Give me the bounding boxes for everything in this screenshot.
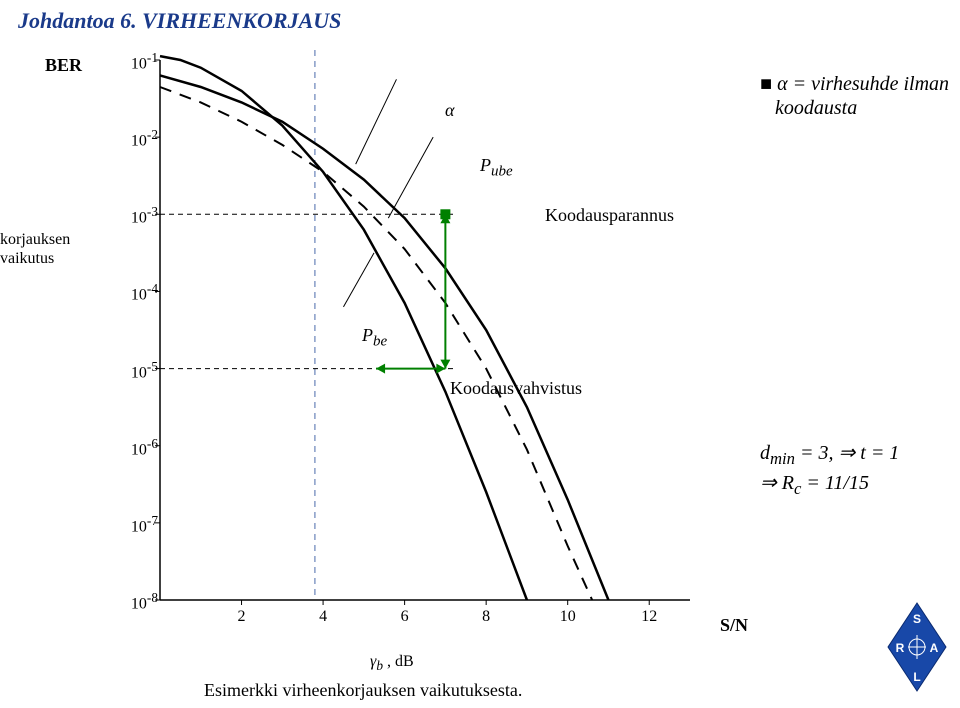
ytick-3: 10-3 [108, 204, 158, 227]
figure-caption: Esimerkki virheenkorjauksen vaikutuksest… [204, 680, 522, 701]
korjauksen-line2: vaikutus [0, 250, 54, 267]
sral-logo: S R A L [884, 601, 950, 698]
ann1-line1: α = virhesuhde ilman [777, 73, 949, 95]
ytick-6: 10-6 [108, 436, 158, 459]
ytick-1: 10-1 [108, 50, 158, 73]
ytick-4: 10-4 [108, 281, 158, 304]
korjauksen-label: korjauksen vaikutus [0, 230, 70, 268]
logo-svg: S R A L [884, 601, 950, 693]
xtick-12: 12 [639, 608, 659, 626]
ytick-5: 10-5 [108, 359, 158, 382]
svg-text:A: A [930, 641, 939, 655]
ytick-7: 10-7 [108, 513, 158, 536]
ann2-line1: dmin = 3, ⇒ t = 1 [760, 442, 899, 464]
x-axis-label: γb , dB [370, 653, 414, 674]
page-title: Johdantoa 6. VIRHEENKORJAUS [18, 8, 341, 34]
xtick-2: 2 [232, 608, 252, 626]
korjauksen-line1: korjauksen [0, 231, 70, 248]
xtick-4: 4 [313, 608, 333, 626]
svg-text:R: R [896, 641, 905, 655]
ber-label: BER [45, 55, 82, 76]
pube-label: Pube [480, 155, 513, 181]
ber-chart [100, 40, 740, 680]
alpha-label: α [445, 100, 454, 121]
svg-text:L: L [913, 670, 920, 684]
annotation-params: dmin = 3, ⇒ t = 1 ⇒ Rc = 11/15 [760, 440, 899, 499]
ann1-line2: koodausta [775, 97, 857, 119]
xtick-6: 6 [395, 608, 415, 626]
koodausvahvistus-label: Koodausvahvistus [450, 378, 582, 399]
koodausparannus-label: Koodausparannus [545, 205, 674, 226]
ytick-8: 10-8 [108, 590, 158, 613]
ytick-2: 10-2 [108, 127, 158, 150]
ann2-line2: ⇒ Rc = 11/15 [760, 472, 869, 494]
svg-text:S: S [913, 612, 921, 626]
annotation-alpha-def: ■ α = virhesuhde ilman koodausta [760, 72, 949, 120]
xtick-10: 10 [558, 608, 578, 626]
pbe-label: Pbe [362, 325, 387, 351]
xtick-8: 8 [476, 608, 496, 626]
